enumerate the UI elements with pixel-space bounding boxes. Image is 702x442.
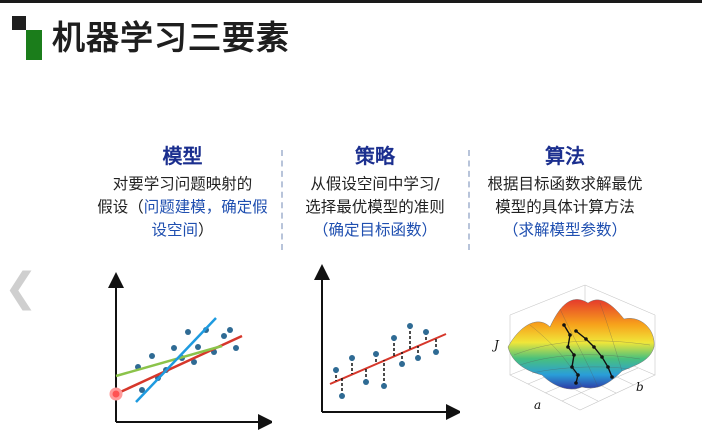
descent-steps <box>562 323 614 385</box>
desc-line: 选择最优模型的准则 <box>305 198 445 216</box>
logo-square-dark <box>12 16 26 30</box>
axis-label-b: b <box>636 380 644 394</box>
column-heading: 策略 <box>355 144 395 168</box>
desc-highlight: 问题建模，确定假设空间 <box>143 198 268 239</box>
logo-square-green <box>26 30 42 60</box>
loss-surface-plot: J a b <box>491 284 656 412</box>
strategy-plot <box>314 264 460 420</box>
intercept-marker <box>109 387 123 401</box>
column-separator <box>468 150 470 250</box>
column-model: 模型 对要学习问题映射的 假设（问题建模，确定假设空间） <box>95 143 270 242</box>
column-separator <box>281 150 283 250</box>
column-description: 对要学习问题映射的 假设（问题建模，确定假设空间） <box>95 173 270 242</box>
desc-highlight: （确定目标函数） <box>312 221 437 239</box>
axis-label-a: a <box>534 398 541 412</box>
top-border <box>0 0 702 3</box>
desc-line: 根据目标函数求解最优 <box>487 175 643 193</box>
desc-line: 假设（ <box>97 198 144 216</box>
model-plot <box>108 272 272 430</box>
desc-end: ） <box>198 221 214 239</box>
column-strategy: 策略 从假设空间中学习/ 选择最优模型的准则 （确定目标函数） <box>290 143 460 242</box>
axis-label-j: J <box>491 338 500 352</box>
column-heading: 算法 <box>545 144 585 168</box>
logo-square-white <box>12 30 26 44</box>
chevron-left-icon[interactable]: ❮ <box>4 265 38 311</box>
desc-line: 对要学习问题映射的 <box>112 175 253 193</box>
hypothesis-line-red <box>115 334 243 396</box>
desc-highlight: （求解模型参数） <box>502 221 627 239</box>
column-algorithm: 算法 根据目标函数求解最优 模型的具体计算方法 （求解模型参数） <box>476 143 654 242</box>
fitted-line <box>329 333 447 385</box>
column-heading: 模型 <box>162 144 203 168</box>
hypothesis-line-green <box>115 344 223 378</box>
slide-title: 机器学习三要素 <box>52 18 290 57</box>
data-points <box>333 323 439 399</box>
surface-shape <box>507 299 655 390</box>
column-description: 从假设空间中学习/ 选择最优模型的准则 （确定目标函数） <box>290 173 460 242</box>
column-description: 根据目标函数求解最优 模型的具体计算方法 （求解模型参数） <box>476 173 654 242</box>
desc-line: 从假设空间中学习/ <box>310 175 440 193</box>
hypothesis-line-blue <box>135 317 217 403</box>
desc-line: 模型的具体计算方法 <box>495 198 635 216</box>
